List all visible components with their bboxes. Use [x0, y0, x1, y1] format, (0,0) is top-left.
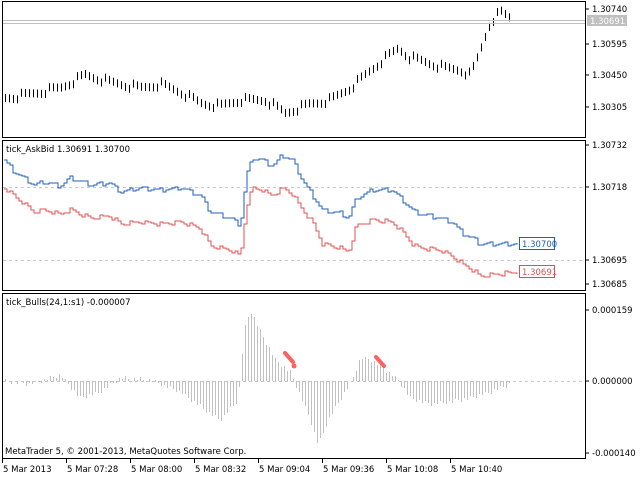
- bulls-axis-label: -0.000140: [592, 449, 636, 459]
- askbid-axis-label: 1.30732: [592, 141, 627, 151]
- askbid-axis-label: 1.30695: [592, 256, 627, 266]
- price-bars: [5, 6, 510, 117]
- bulls-signal-mark: [291, 363, 297, 369]
- bulls-axis-label: 0.000000: [592, 377, 633, 387]
- current-price-tag: [587, 15, 627, 26]
- price-axis-label: 1.30305: [592, 103, 627, 113]
- bulls-signal-marks: [283, 351, 386, 369]
- bid-value-tag: [519, 265, 555, 278]
- bulls-pane[interactable]: [2, 293, 586, 459]
- price-axis-label: 1.30450: [592, 71, 627, 81]
- time-axis-label: 5 Mar 08:00: [131, 465, 182, 475]
- time-axis: 5 Mar 2013 5 Mar 07:28 5 Mar 08:00 5 Mar…: [2, 459, 502, 475]
- ask-value-label: 1.30700: [522, 240, 557, 250]
- bulls-signal-mark: [283, 351, 295, 364]
- askbid-axis: 1.30732 1.30718 1.30695 1.30685: [585, 141, 627, 290]
- time-axis-label: 5 Mar 09:04: [259, 465, 310, 475]
- bulls-histogram: [5, 314, 510, 443]
- time-axis-label: 5 Mar 08:32: [195, 465, 246, 475]
- time-axis-label: 5 Mar 10:40: [451, 465, 502, 475]
- price-pane[interactable]: [2, 1, 586, 138]
- bulls-signal-mark: [374, 355, 386, 368]
- time-axis-label: 5 Mar 09:36: [323, 465, 374, 475]
- price-axis: 1.30740 1.30595 1.30450 1.30305: [585, 5, 627, 113]
- ask-line: [4, 154, 518, 247]
- askbid-axis-label: 1.30685: [592, 280, 627, 290]
- askbid-indicator-title: tick_AskBid 1.30691 1.30700: [6, 145, 130, 155]
- time-axis-label: 5 Mar 10:08: [387, 465, 438, 475]
- price-axis-label: 1.30740: [592, 5, 627, 15]
- time-axis-label: 5 Mar 07:28: [67, 465, 118, 475]
- askbid-axis-label: 1.30718: [592, 183, 627, 193]
- ask-value-tag: [519, 237, 555, 250]
- bulls-indicator-title: tick_Bulls(24,1:s1) -0.000007: [6, 298, 131, 308]
- bid-value-label: 1.30691: [522, 268, 557, 278]
- bulls-axis-label: 0.000159: [592, 306, 633, 316]
- bid-line: [4, 186, 518, 278]
- current-price-label: 1.30691: [590, 17, 625, 27]
- price-axis-label: 1.30595: [592, 40, 627, 50]
- copyright-footer: MetaTrader 5, © 2001-2013, MetaQuotes So…: [5, 447, 246, 457]
- bulls-axis: 0.000159 0.000000 -0.000140: [585, 306, 636, 459]
- time-axis-label: 5 Mar 2013: [3, 465, 51, 475]
